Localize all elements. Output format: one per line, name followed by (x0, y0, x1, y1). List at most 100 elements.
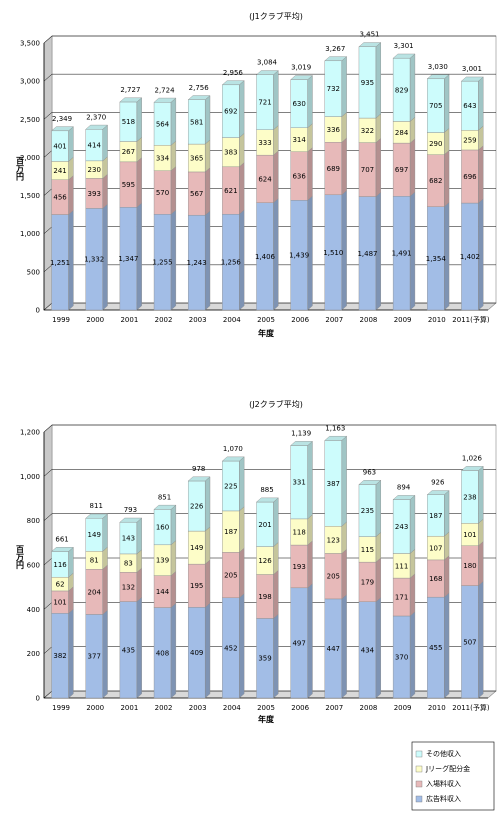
x-tick-label: 2004 (223, 704, 241, 712)
bar-side (239, 506, 245, 553)
total-label: 978 (192, 465, 205, 473)
bar-segment (51, 572, 74, 592)
bar-side (307, 540, 313, 589)
bar-segment (324, 190, 347, 311)
bar-top (392, 53, 416, 59)
gridline (43, 513, 496, 521)
bar-segment (222, 506, 245, 553)
bar-side (239, 456, 245, 512)
bar-segment (461, 198, 484, 311)
data-label: 595 (122, 181, 135, 189)
bar-side (204, 476, 211, 532)
bar-side (170, 540, 177, 577)
data-label: 333 (258, 139, 271, 147)
bar-segment (358, 113, 381, 144)
bar-side (170, 602, 177, 699)
bar-segment (51, 156, 74, 181)
bar-side (273, 613, 279, 699)
data-label: 570 (156, 189, 169, 197)
bar-segment (119, 157, 142, 208)
bar-segment (461, 580, 484, 699)
bar-side (136, 157, 142, 208)
data-label: 630 (292, 100, 305, 108)
bar-top (51, 547, 74, 552)
bar-top (221, 80, 245, 86)
bar-side (204, 526, 211, 565)
data-label: 132 (122, 583, 135, 591)
data-label: 83 (124, 560, 133, 568)
y-axis-label: 百万円 (16, 157, 25, 182)
bar-top (290, 75, 313, 80)
data-label: 314 (292, 136, 306, 144)
data-label: 101 (53, 599, 66, 607)
bar-segment (427, 531, 450, 561)
bar-side (409, 138, 416, 197)
bar-side (478, 465, 484, 524)
x-tick-label: 2001 (120, 704, 138, 712)
data-label: 387 (327, 480, 340, 488)
data-label: 193 (292, 563, 305, 571)
data-label: 205 (224, 572, 237, 580)
total-label: 1,163 (325, 424, 345, 432)
data-label: 643 (463, 102, 476, 110)
data-label: 259 (463, 137, 476, 145)
bar-side (341, 548, 347, 600)
y-tick-label: 0 (36, 695, 40, 703)
y-tick-label: 200 (27, 650, 40, 658)
bar-side (239, 80, 245, 139)
data-label: 408 (156, 649, 169, 657)
data-label: 507 (463, 638, 476, 646)
data-label: 377 (88, 653, 101, 661)
bar-segment (51, 175, 74, 216)
bar-top (85, 124, 109, 130)
bar-side (170, 140, 177, 172)
data-label: 284 (395, 129, 409, 137)
x-tick-label: 2006 (291, 704, 309, 712)
bar-segment (221, 456, 245, 512)
bar-side (136, 596, 142, 699)
bar-side (204, 95, 211, 145)
data-label: 334 (156, 155, 170, 163)
bar-segment (256, 541, 279, 575)
x-tick-label: 2004 (223, 316, 241, 324)
bar-segment (153, 97, 177, 146)
total-label: 1,026 (462, 455, 483, 463)
data-label: 434 (361, 646, 375, 654)
x-tick-label: 2001 (120, 316, 138, 324)
data-label: 322 (361, 127, 374, 135)
bar-segment (427, 150, 450, 208)
data-label: 581 (190, 118, 203, 126)
y-tick-label: 2,000 (20, 154, 40, 162)
bar-segment (392, 191, 416, 311)
data-label: 1,402 (460, 253, 480, 261)
bar-side (239, 162, 245, 215)
bar-side (307, 440, 313, 520)
data-label: 732 (327, 85, 340, 93)
x-axis-label: 年度 (258, 328, 275, 338)
data-label: 365 (190, 155, 203, 163)
total-label: 1,070 (223, 445, 243, 453)
y-tick-label: 0 (36, 307, 40, 315)
data-label: 518 (122, 118, 135, 126)
legend-item-label: 広告料収入 (426, 794, 461, 803)
data-label: 204 (88, 588, 102, 596)
data-label: 143 (122, 535, 135, 543)
x-tick-label: 2000 (86, 316, 104, 324)
bar-segment (324, 521, 347, 554)
bar-segment (324, 56, 348, 118)
bar-segment (222, 132, 245, 168)
legend-swatch (415, 765, 423, 773)
x-tick-label: 2009 (394, 704, 412, 712)
legend-box (411, 741, 495, 811)
bar-top (358, 480, 382, 485)
y-tick-label: 1,000 (20, 473, 40, 481)
bar-segment (153, 504, 177, 546)
legend-item-label: 入場料収入 (426, 779, 461, 788)
bar-top (392, 495, 416, 500)
bar-side (375, 113, 381, 144)
total-label: 2,727 (120, 86, 140, 94)
bar-side (341, 435, 347, 527)
x-tick-label: 1999 (52, 704, 70, 712)
